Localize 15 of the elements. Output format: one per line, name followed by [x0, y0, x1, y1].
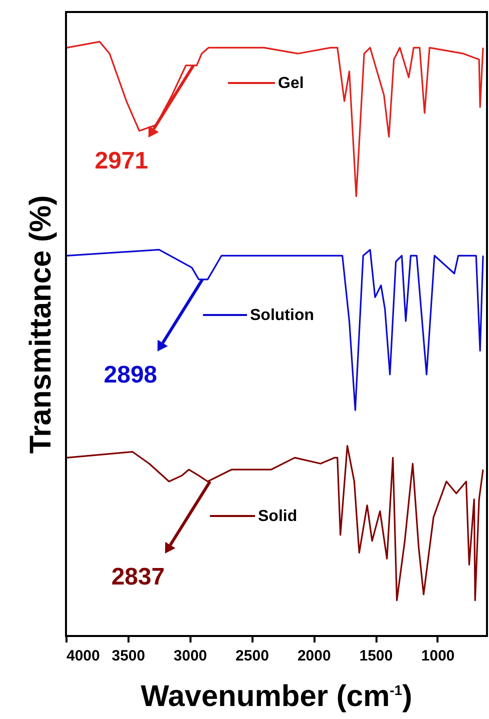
legend-label: Solution	[250, 307, 314, 324]
annotation: 2898	[104, 361, 158, 388]
y-axis-title: Transmittance (%)	[24, 195, 58, 454]
x-axis-title: Wavenumber (cm$^{-1}$)	[140, 679, 414, 715]
x-tick-label: 2500	[236, 648, 269, 664]
legend-label: Solid	[258, 508, 298, 525]
x-tick-label: 1500	[359, 648, 393, 664]
x-tick-label: 2000	[297, 648, 331, 664]
x-tick-label: 3000	[174, 648, 208, 664]
x-tick-label: 1000	[421, 648, 455, 664]
x-tick-label: 3500	[112, 648, 146, 664]
legend-label: Gel	[278, 75, 304, 92]
x-tick-label: 4000	[66, 648, 100, 664]
annotation: 2837	[111, 563, 165, 590]
annotation: 2971	[94, 147, 148, 174]
